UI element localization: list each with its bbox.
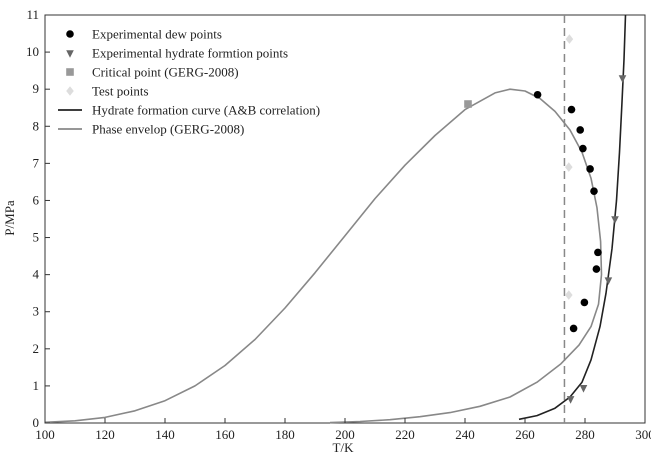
experimental-dew-points-point — [533, 90, 542, 99]
x-tick-label: 220 — [395, 427, 415, 442]
x-tick-label: 200 — [335, 427, 355, 442]
y-tick-label: 10 — [26, 44, 39, 59]
y-tick-layer: 0 1 2 3 4 5 6 7 8 9 10 11 — [26, 7, 50, 430]
experimental-dew-points-point — [569, 324, 578, 333]
point-layer — [464, 34, 627, 404]
experimental-dew-points-point — [592, 265, 601, 273]
y-tick-label: 4 — [33, 267, 40, 282]
x-tick-label: 100 — [35, 427, 55, 442]
y-tick-label: 8 — [33, 118, 40, 133]
hydrate-formation-curve-a-b-correlation-line — [518, 14, 627, 421]
legend-item: Critical point (GERG-2008) — [66, 65, 239, 80]
experimental-dew-points-point — [579, 144, 587, 153]
x-tick-label: 260 — [515, 427, 535, 442]
experimental-dew-points-point — [586, 165, 594, 173]
test-points-point — [565, 290, 573, 300]
legend-marker-swatch — [66, 50, 74, 58]
legend: Experimental dew points Experimental hydr… — [58, 27, 320, 137]
test-points-point — [565, 162, 573, 172]
x-axis-label: T/K — [333, 440, 355, 455]
y-tick-label: 2 — [33, 341, 40, 356]
legend-label: Hydrate formation curve (A&B correlation… — [92, 103, 320, 118]
x-tick-label: 160 — [215, 427, 235, 442]
experimental-hydrate-formtion-points-point — [611, 216, 619, 224]
x-tick-label: 300 — [635, 427, 651, 442]
y-tick-label: 0 — [33, 415, 40, 430]
y-axis-label: P/MPa — [2, 200, 17, 236]
legend-item: Experimental dew points — [66, 27, 222, 42]
y-tick-label: 5 — [33, 230, 40, 245]
critical-point-gerg-2008-point — [464, 100, 472, 108]
experimental-dew-points-point — [576, 126, 584, 134]
experimental-hydrate-formtion-points-point — [579, 384, 588, 393]
x-tick-label: 180 — [275, 427, 295, 442]
legend-marker-swatch — [66, 68, 74, 76]
legend-item: Phase envelop (GERG-2008) — [58, 122, 244, 137]
experimental-dew-points-point — [594, 248, 602, 257]
test-points-point — [565, 34, 574, 44]
legend-marker-swatch — [66, 30, 74, 38]
x-tick-label: 120 — [95, 427, 115, 442]
legend-item: Hydrate formation curve (A&B correlation… — [58, 103, 320, 118]
experimental-hydrate-formtion-points-point — [604, 277, 613, 285]
experimental-dew-points-point — [590, 187, 598, 195]
legend-item: Experimental hydrate formtion points — [66, 46, 288, 61]
legend-label: Experimental dew points — [92, 27, 222, 42]
y-tick-label: 1 — [33, 378, 40, 393]
legend-marker-swatch — [66, 86, 74, 96]
y-tick-label: 3 — [33, 304, 40, 319]
experimental-dew-points-point — [580, 298, 589, 307]
x-tick-layer: 100 120 140 160 180 200 220 240 260 280 300 — [35, 418, 651, 442]
x-tick-label: 240 — [455, 427, 475, 442]
legend-label: Experimental hydrate formtion points — [92, 46, 288, 61]
experimental-hydrate-formtion-points-point — [618, 75, 627, 83]
legend-label: Test points — [92, 84, 149, 99]
experimental-dew-points-point — [567, 105, 576, 114]
y-tick-label: 7 — [33, 155, 40, 170]
x-tick-label: 280 — [575, 427, 595, 442]
x-tick-label: 140 — [155, 427, 175, 442]
y-tick-label: 6 — [33, 192, 40, 207]
curve-layer — [44, 14, 627, 424]
y-tick-label: 9 — [33, 81, 40, 96]
legend-label: Phase envelop (GERG-2008) — [92, 122, 244, 137]
y-tick-label: 11 — [26, 7, 39, 22]
legend-item: Test points — [66, 84, 149, 99]
phase-envelop-gerg-2008-line — [44, 88, 603, 424]
experimental-hydrate-formtion-points-point — [566, 396, 575, 404]
legend-label: Critical point (GERG-2008) — [92, 65, 239, 80]
